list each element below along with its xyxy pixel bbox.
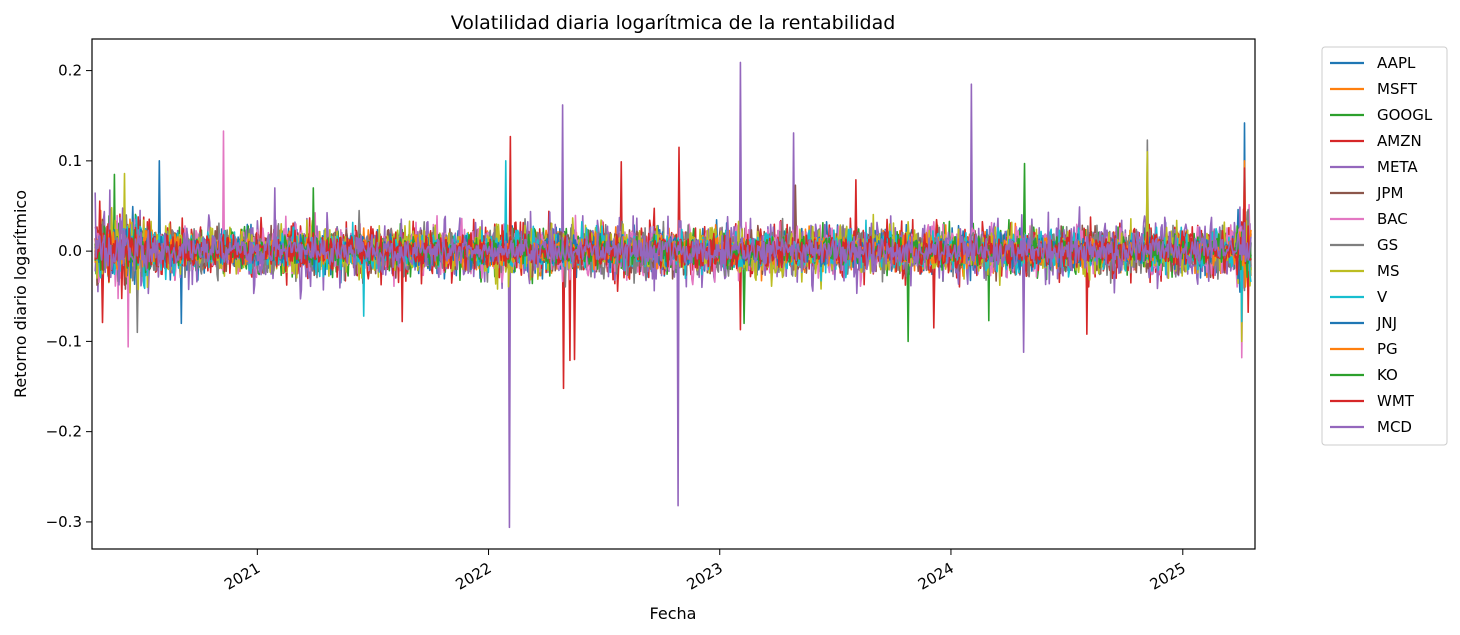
legend-label-jpm: JPM — [1376, 184, 1403, 202]
y-tick-label: −0.3 — [46, 513, 82, 531]
legend-label-gs: GS — [1377, 236, 1398, 254]
legend-box — [1321, 46, 1448, 446]
legend-label-ko: KO — [1377, 366, 1398, 384]
legend-label-bac: BAC — [1377, 210, 1408, 228]
x-tick-label: 2022 — [452, 559, 494, 594]
chart-title: Volatilidad diaria logarítmica de la ren… — [451, 12, 896, 34]
x-tick-label: 2025 — [1147, 559, 1189, 594]
legend: AAPL MSFT GOOGL AMZN META JPM BAC GS MS V JNJ PG KO W… — [1321, 46, 1448, 446]
y-tick-label: −0.1 — [46, 332, 82, 350]
x-axis-label: Fecha — [650, 604, 697, 623]
y-axis-label: Retorno diario logarítmico — [11, 190, 30, 398]
x-tick-label: 2023 — [684, 559, 726, 594]
series-line-meta — [94, 61, 1252, 529]
y-tick-label: 0.0 — [58, 242, 82, 260]
x-tick-label: 2024 — [915, 559, 957, 594]
legend-label-wmt: WMT — [1377, 392, 1415, 410]
legend-label-mcd: MCD — [1377, 418, 1412, 436]
legend-label-msft: MSFT — [1377, 80, 1418, 98]
series-line-aapl — [94, 122, 1252, 325]
legend-label-v: V — [1377, 288, 1388, 306]
plot-area — [91, 38, 1256, 550]
legend-label-amzn: AMZN — [1377, 132, 1422, 150]
legend-label-aapl: AAPL — [1377, 54, 1416, 72]
x-tick-label: 2021 — [221, 559, 263, 594]
series-line-mcd — [94, 187, 1252, 286]
legend-label-ms: MS — [1377, 262, 1399, 280]
legend-label-meta: META — [1377, 158, 1418, 176]
y-tick-label: 0.2 — [58, 62, 82, 80]
legend-label-googl: GOOGL — [1377, 106, 1433, 124]
legend-label-jnj: JNJ — [1376, 314, 1397, 332]
y-tick-label: −0.2 — [46, 423, 82, 441]
y-tick-label: 0.1 — [58, 152, 82, 170]
legend-label-pg: PG — [1377, 340, 1398, 358]
series-lines — [94, 61, 1252, 529]
